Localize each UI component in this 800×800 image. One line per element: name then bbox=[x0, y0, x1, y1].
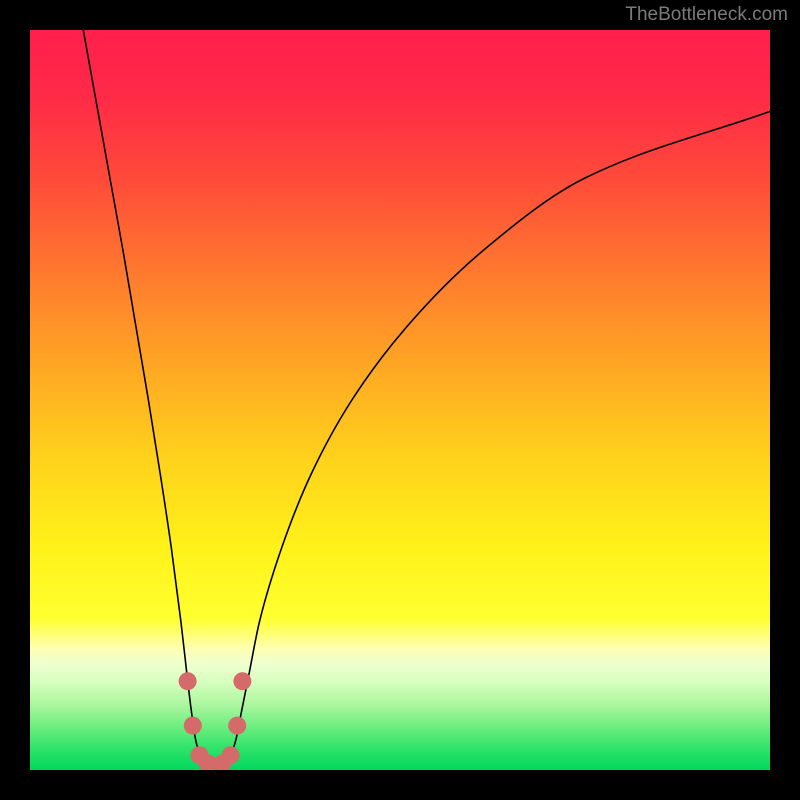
outer-frame: TheBottleneck.com bbox=[0, 0, 800, 800]
marker-point bbox=[179, 672, 197, 690]
watermark-text: TheBottleneck.com bbox=[625, 4, 788, 26]
marker-point bbox=[184, 717, 202, 735]
plot-area bbox=[30, 30, 770, 770]
gradient-background bbox=[30, 30, 770, 770]
marker-point bbox=[222, 746, 240, 764]
chart-svg bbox=[30, 30, 770, 770]
marker-point bbox=[233, 672, 251, 690]
marker-point bbox=[228, 717, 246, 735]
